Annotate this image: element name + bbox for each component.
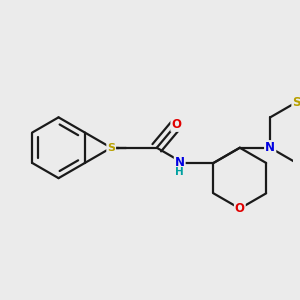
Text: S: S — [292, 96, 300, 109]
Text: N: N — [175, 156, 185, 170]
Text: H: H — [176, 167, 184, 177]
Text: O: O — [235, 202, 245, 215]
Text: O: O — [171, 118, 181, 131]
Text: N: N — [265, 141, 275, 154]
Text: S: S — [107, 143, 115, 153]
Text: N: N — [265, 141, 275, 154]
